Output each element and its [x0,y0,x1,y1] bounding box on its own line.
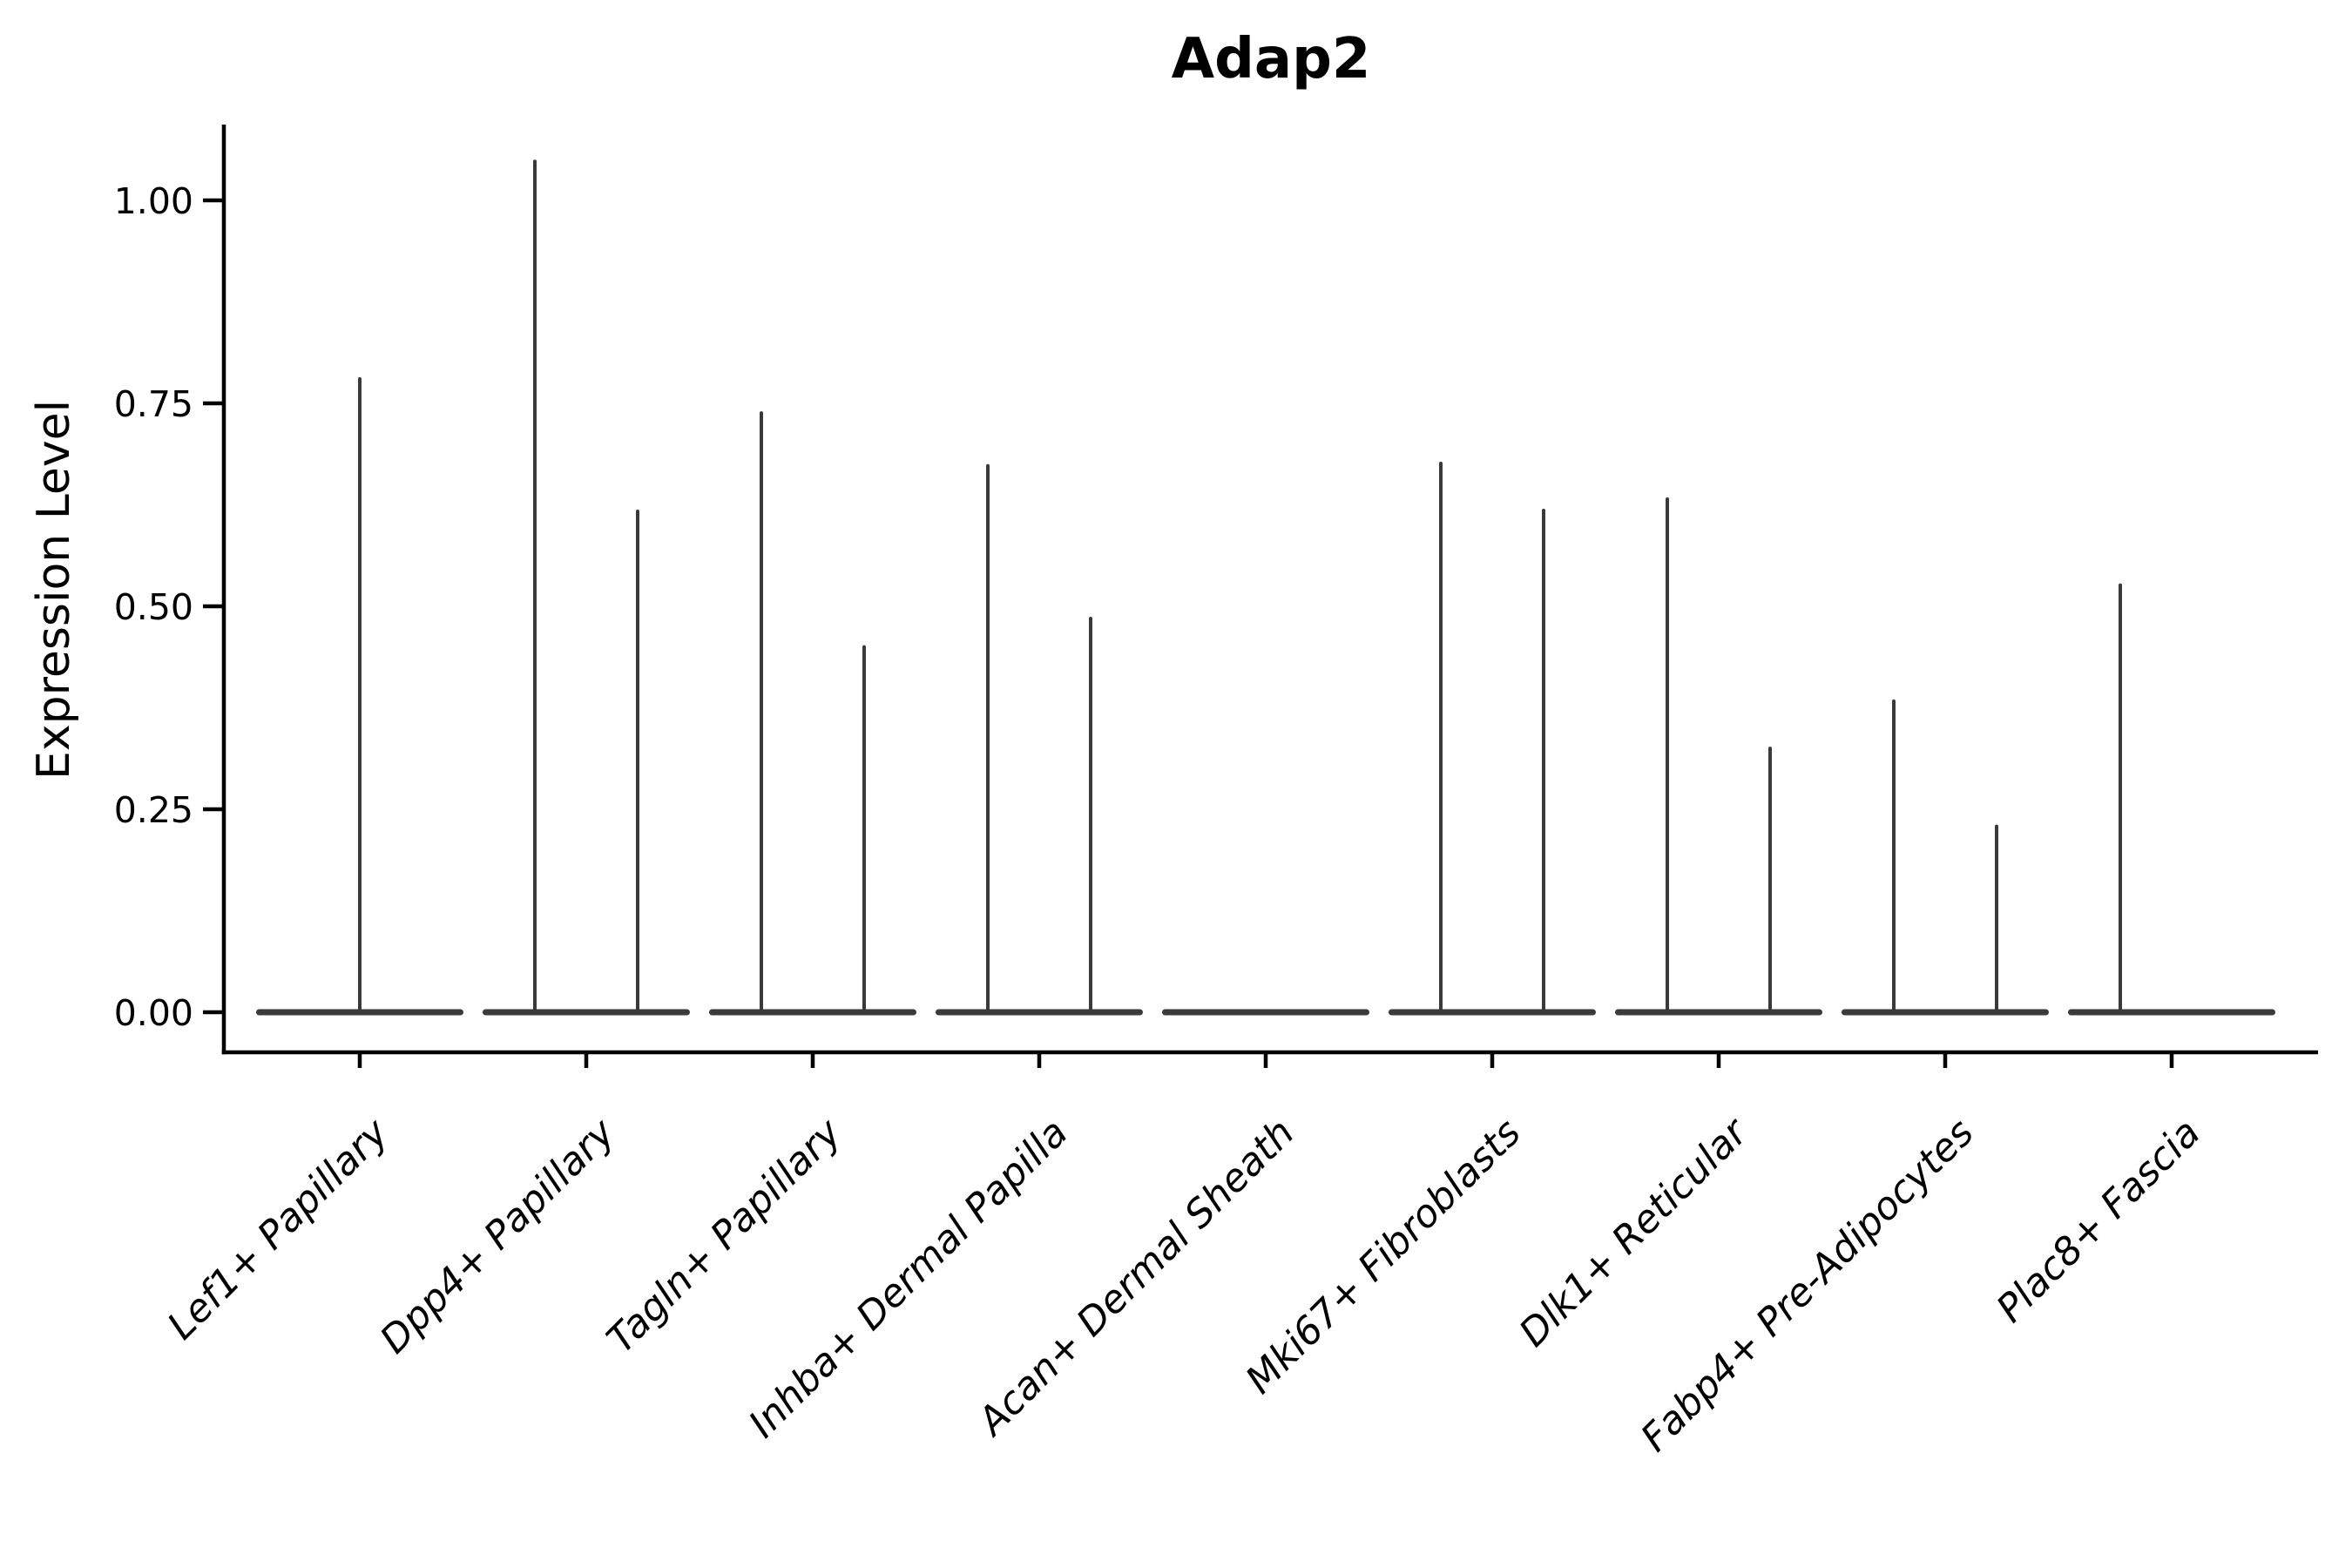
violin-base [1615,1009,1822,1016]
y-tick-label: 0.25 [114,789,193,831]
plot-title: Adap2 [1171,27,1371,91]
violin-base [483,1009,690,1016]
x-tick-label: Dpp4+ Papillary [372,1110,625,1362]
y-tick-label: 0.00 [114,992,193,1034]
x-tick-label: Tagln+ Papillary [598,1110,850,1362]
violin-base [709,1009,916,1016]
violin-base [936,1009,1143,1016]
violin-base [2068,1009,2275,1016]
violin-base [1389,1009,1596,1016]
x-tick-label: Dlk1+ Reticular [1511,1109,1757,1355]
y-tick-label: 0.75 [114,383,193,425]
y-tick-label: 0.50 [114,586,193,628]
y-tick-label: 1.00 [114,180,193,222]
y-axis-title: Expression Level [28,399,80,781]
x-tick-label: Lef1+ Papillary [159,1110,398,1348]
violin-base [1162,1009,1369,1016]
violin-base [1842,1009,2049,1016]
x-tick-label: Plac8+ Fascia [1988,1111,2208,1331]
